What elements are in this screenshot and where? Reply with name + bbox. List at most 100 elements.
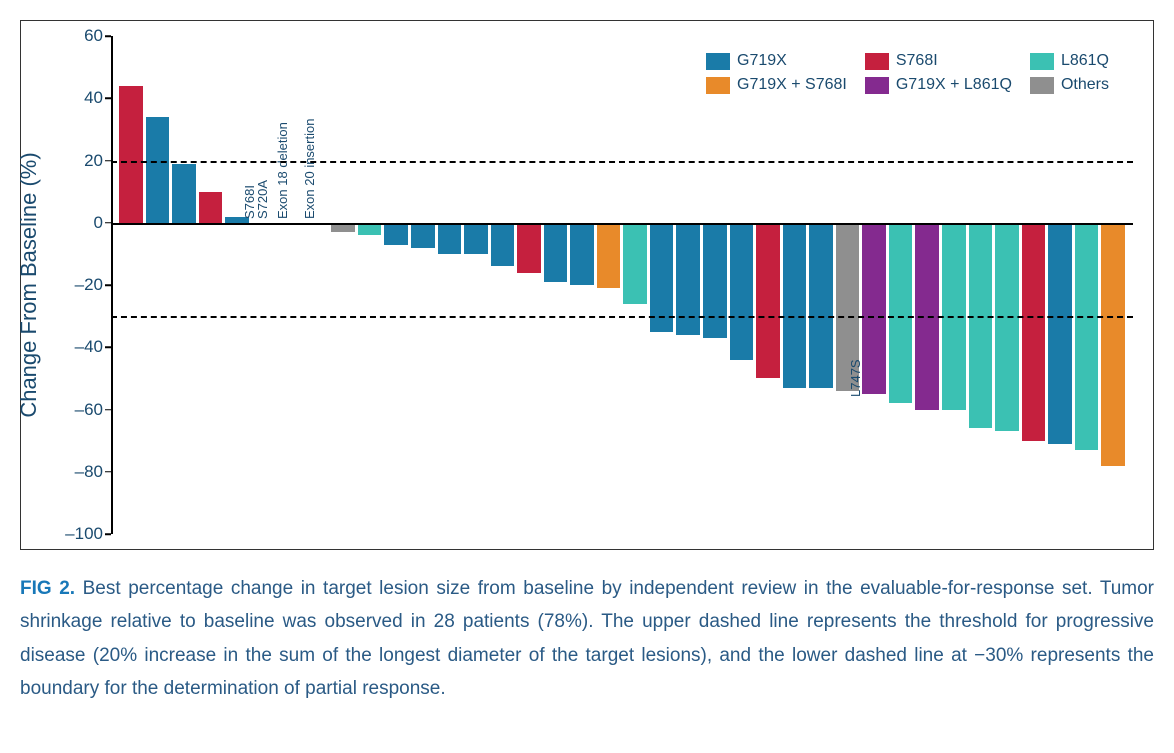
bar [517, 223, 541, 273]
bars-container: S768I S720A Exon 18 deletionExon 20 insert… [119, 36, 1125, 534]
legend-label: G719X + S768I [737, 76, 847, 94]
caption-label: FIG 2. [20, 578, 75, 599]
bar-slot [146, 36, 170, 534]
bar [384, 223, 408, 245]
legend-label: L861Q [1061, 52, 1109, 70]
y-axis-line [111, 36, 113, 534]
y-tick-label: 0 [63, 213, 103, 233]
bar [623, 223, 647, 304]
bar-slot [969, 36, 993, 534]
y-tick-mark [105, 533, 111, 535]
legend-item: S768I [865, 52, 1012, 70]
figure-container: Change From Baseline (%) S768IS720AExon … [20, 20, 1154, 705]
bar-slot [862, 36, 886, 534]
bar [862, 223, 886, 394]
y-tick-mark [105, 347, 111, 349]
reference-line [111, 161, 1133, 163]
y-tick-label: 60 [63, 26, 103, 46]
bar-slot [1101, 36, 1125, 534]
legend-item: Others [1030, 76, 1109, 94]
bar-slot [517, 36, 541, 534]
y-tick-mark [105, 471, 111, 473]
bar [570, 223, 594, 285]
bar [703, 223, 727, 338]
legend-label: G719X + L861Q [896, 76, 1012, 94]
bar [597, 223, 621, 288]
legend-swatch [865, 53, 889, 70]
bar-annotation: S720A [255, 180, 270, 219]
bar [1075, 223, 1099, 450]
bar-slot [889, 36, 913, 534]
bar-slot [491, 36, 515, 534]
bar-slot [438, 36, 462, 534]
y-tick-label: –80 [63, 462, 103, 482]
bar-slot [995, 36, 1019, 534]
bar-slot [464, 36, 488, 534]
bar-slot [1075, 36, 1099, 534]
legend-item: G719X + L861Q [865, 76, 1012, 94]
bar-annotation: Exon 20 insertion [302, 118, 317, 218]
bar [544, 223, 568, 282]
bar [438, 223, 462, 254]
bar-slot: L747S [836, 36, 860, 534]
bar [756, 223, 780, 379]
legend-swatch [1030, 77, 1054, 94]
y-tick-mark [105, 98, 111, 100]
reference-line [111, 316, 1133, 318]
legend-item: G719X [706, 52, 847, 70]
bar [969, 223, 993, 428]
bar-slot [1048, 36, 1072, 534]
bar [1101, 223, 1125, 466]
y-tick-mark [105, 284, 111, 286]
caption-text: Best percentage change in target lesion … [20, 578, 1154, 699]
bar [730, 223, 754, 360]
bar [995, 223, 1019, 432]
legend-label: G719X [737, 52, 787, 70]
bar-slot [756, 36, 780, 534]
bar [146, 117, 170, 223]
figure-caption: FIG 2. Best percentage change in target … [20, 572, 1154, 705]
legend-item: L861Q [1030, 52, 1109, 70]
y-tick-label: –20 [63, 275, 103, 295]
bar [172, 164, 196, 223]
bar-slot [676, 36, 700, 534]
bar-annotation: L747S [848, 359, 863, 397]
bar-slot [384, 36, 408, 534]
y-tick-label: –40 [63, 337, 103, 357]
y-tick-mark [105, 409, 111, 411]
y-axis-label: Change From Baseline (%) [16, 152, 42, 417]
bar [889, 223, 913, 404]
bar-slot [597, 36, 621, 534]
bar-slot [730, 36, 754, 534]
bar-slot [1022, 36, 1046, 534]
bar-slot [411, 36, 435, 534]
bar [411, 223, 435, 248]
bar-slot [783, 36, 807, 534]
legend-swatch [865, 77, 889, 94]
bar-slot: Exon 20 insertion [305, 36, 329, 534]
y-tick-mark [105, 35, 111, 37]
bar-slot [703, 36, 727, 534]
legend-label: Others [1061, 76, 1109, 94]
legend-item: G719X + S768I [706, 76, 847, 94]
bar [491, 223, 515, 267]
bar-slot [570, 36, 594, 534]
y-tick-label: –60 [63, 400, 103, 420]
bar [1022, 223, 1046, 441]
bar-slot [331, 36, 355, 534]
legend-swatch [706, 53, 730, 70]
bar-slot: Exon 18 deletion [278, 36, 302, 534]
zero-line [111, 223, 1133, 225]
bar [119, 86, 143, 223]
bar-slot [942, 36, 966, 534]
waterfall-chart: Change From Baseline (%) S768IS720AExon … [20, 20, 1154, 550]
bar [199, 192, 223, 223]
bar-slot [199, 36, 223, 534]
y-tick-label: 20 [63, 151, 103, 171]
bar [1048, 223, 1072, 444]
bar-slot [809, 36, 833, 534]
bar-slot [650, 36, 674, 534]
bar-slot [225, 36, 249, 534]
bar [783, 223, 807, 388]
bar-slot [544, 36, 568, 534]
